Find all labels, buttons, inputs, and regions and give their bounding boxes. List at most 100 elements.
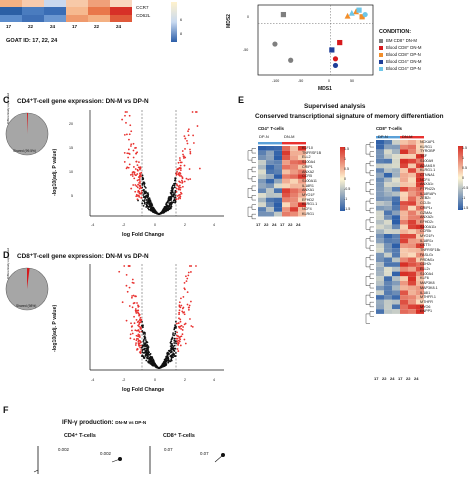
volcano-c-xtick: -2: [122, 223, 126, 227]
column-label: 24: [296, 222, 301, 227]
volcano-point: [184, 148, 186, 150]
volcano-point: [174, 179, 177, 182]
heatmap-cell: [282, 155, 290, 161]
heatmap-cell: [384, 187, 392, 192]
volcano-point: [142, 355, 145, 358]
heatmap-cell: [400, 177, 408, 183]
heatmap-cell: [298, 211, 306, 217]
volcano-point: [139, 346, 142, 349]
heatmap-cell: [290, 174, 298, 179]
volcano-point: [191, 111, 194, 113]
heatmap-cell: [408, 229, 416, 234]
heatmap-cell: [258, 202, 266, 208]
heatmap-cell: [392, 224, 400, 230]
volcano-point: [134, 329, 137, 332]
heatmap-cell: [400, 182, 408, 187]
volcano-c-ytick: 10: [69, 170, 73, 174]
volcano-point: [183, 155, 185, 158]
heatmap-cell: [282, 169, 290, 175]
volcano-point: [170, 357, 173, 360]
volcano-point: [187, 130, 189, 133]
heatmap-cell: [408, 144, 416, 150]
volcano-point: [135, 339, 138, 342]
volcano-point: [175, 198, 178, 201]
heatmap-cell: [408, 304, 416, 310]
gene-label: ELL2: [302, 155, 311, 160]
heatmap-cell: [290, 211, 298, 217]
volcano-point: [167, 208, 169, 211]
heatmap-cell: [258, 188, 266, 193]
gene-label: CCR5•: [420, 229, 432, 234]
gene-label: IL18R1: [302, 183, 314, 188]
heatmap-cell: [282, 150, 290, 156]
gene-label: MYO6: [420, 304, 431, 309]
volcano-point: [178, 305, 181, 308]
volcano-point: [139, 172, 141, 175]
heatmap-cell: [258, 150, 266, 156]
heatmap-cell: [400, 229, 408, 234]
volcano-point: [177, 197, 180, 200]
heatmap-cell: [408, 238, 416, 244]
heatmap-cell: [408, 281, 416, 286]
volcano-c-ytick: 20: [69, 122, 73, 126]
volcano-point: [135, 334, 138, 337]
volcano-point: [138, 323, 141, 325]
heatmap-cell: [274, 202, 282, 208]
volcano-point: [175, 174, 178, 176]
volcano-point: [179, 195, 182, 198]
legend-label: Blood CD8⁺ DN-M: [386, 45, 422, 50]
volcano-point: [149, 199, 152, 202]
heatmap-cell: [384, 168, 392, 173]
heatmap-cell: [274, 164, 282, 170]
volcano-point: [130, 130, 133, 133]
pie-slice-de: [27, 112, 28, 134]
heatmap-cell: [384, 271, 392, 277]
heatmap-cell: [298, 155, 306, 161]
volcano-point: [141, 345, 144, 348]
volcano-point: [181, 310, 184, 313]
dendrogram-branch: [251, 204, 256, 210]
dendrogram-branch: [369, 198, 374, 204]
volcano-point: [138, 335, 141, 338]
heatmap-cell: [400, 252, 408, 258]
volcano-c: [78, 108, 228, 218]
volcano-point: [179, 335, 182, 338]
volcano-point: [138, 176, 141, 178]
mds-point: [288, 57, 294, 63]
volcano-point: [141, 202, 144, 205]
heatmap-cell: [392, 205, 400, 211]
goat-id: GOAT ID: 17, 22, 24: [6, 38, 58, 44]
volcano-point: [135, 160, 138, 163]
heatmap-cell: [376, 163, 384, 169]
gene-label: PTPN22•: [420, 187, 436, 192]
gene-label: KLRG1.1: [302, 202, 318, 207]
heatmap-cell: [392, 219, 400, 225]
dendrogram-branch: [369, 160, 374, 167]
dendrogram-branch: [365, 294, 370, 305]
dendrogram-branch: [365, 163, 370, 174]
volcano-point: [169, 355, 172, 358]
column-label: 22: [382, 376, 387, 381]
volcano-point: [146, 192, 149, 195]
volcano-point: [123, 161, 126, 163]
volcano-c-ytick: 15: [69, 146, 73, 150]
volcano-point: [154, 210, 157, 213]
volcano-point: [178, 313, 180, 316]
legend-item: BM CD8⁺ DN-M: [379, 38, 417, 44]
volcano-point: [181, 333, 184, 336]
volcano-point: [128, 286, 131, 289]
heatmap-cell: [400, 257, 408, 263]
colorbar-tick: 0.5: [462, 166, 467, 170]
dendrogram-branch: [247, 188, 252, 198]
cd8-heatmap: [348, 132, 474, 387]
mds-xtick: 0: [328, 79, 330, 83]
heatmap-cell: [400, 304, 408, 310]
heatmap-cell: [376, 299, 384, 305]
heatmap-cell: [282, 174, 290, 179]
gene-label: KLF10: [302, 146, 313, 150]
column-label: 24: [50, 24, 56, 29]
dendrogram-branch: [365, 144, 370, 155]
pie-label-shared: Shared (99.5%): [13, 149, 37, 153]
legend-label: Blood CD8⁺ DP-N: [386, 52, 421, 57]
column-label: 17: [72, 24, 78, 29]
